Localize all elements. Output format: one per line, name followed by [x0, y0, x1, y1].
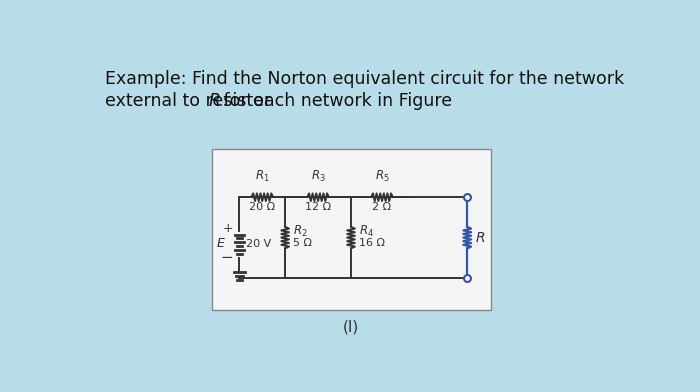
Bar	[211, 149, 491, 310]
Text: $R_5$: $R_5$	[374, 169, 389, 184]
Text: $R_1$: $R_1$	[255, 169, 270, 184]
Text: $R_2$: $R_2$	[293, 224, 307, 239]
Text: 20 V: 20 V	[246, 239, 271, 249]
Text: for each network in Figure: for each network in Figure	[218, 92, 452, 110]
Text: external to resistor: external to resistor	[104, 92, 276, 110]
Text: $E$: $E$	[216, 237, 226, 250]
Text: $R_4$: $R_4$	[358, 224, 374, 239]
Text: Example: Find the Norton equivalent circuit for the network: Example: Find the Norton equivalent circ…	[104, 70, 624, 88]
Text: (I): (I)	[343, 319, 359, 335]
Text: 20 Ω: 20 Ω	[249, 202, 275, 212]
Text: $R_3$: $R_3$	[311, 169, 326, 184]
Text: +: +	[223, 222, 233, 235]
Text: 16 Ω: 16 Ω	[358, 238, 385, 248]
Text: 12 Ω: 12 Ω	[305, 202, 331, 212]
Text: −: −	[220, 250, 233, 265]
Text: 2 Ω: 2 Ω	[372, 202, 391, 212]
Text: 5 Ω: 5 Ω	[293, 238, 312, 248]
Text: $R$: $R$	[475, 230, 485, 245]
Text: R: R	[209, 92, 220, 110]
